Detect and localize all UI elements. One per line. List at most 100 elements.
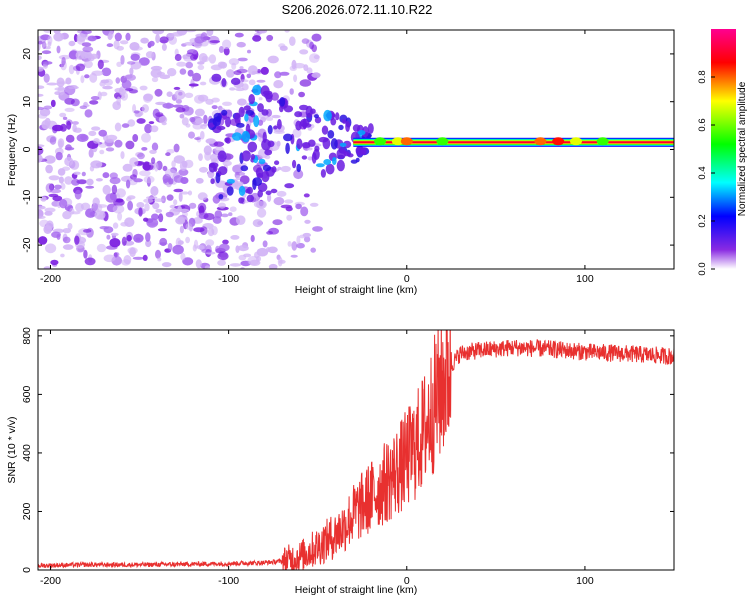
spectrogram-noise-mark bbox=[38, 236, 48, 245]
spectrogram-noise-mark bbox=[280, 165, 291, 173]
spectrogram-noise-mark bbox=[115, 188, 127, 198]
spectrogram-transition-mark bbox=[302, 118, 307, 130]
spectrogram-noise-mark bbox=[97, 59, 104, 70]
spectrogram-noise-mark bbox=[91, 126, 101, 131]
spectrogram-line-feature bbox=[374, 137, 387, 146]
spectrogram-noise-mark bbox=[165, 211, 174, 218]
spectrogram-noise-mark bbox=[106, 43, 114, 48]
colorbar-gradient bbox=[711, 29, 736, 269]
spectrogram-transition-mark bbox=[301, 142, 311, 149]
spectrogram-noise-mark bbox=[62, 116, 68, 120]
spectrogram-noise-mark bbox=[110, 232, 119, 237]
spectrogram-noise-mark bbox=[54, 87, 66, 91]
spectrogram-line-feature bbox=[391, 137, 404, 146]
spectrogram-noise-mark bbox=[95, 178, 103, 182]
spectrogram-noise-mark bbox=[180, 252, 186, 261]
spectrogram-noise-mark bbox=[176, 61, 187, 67]
spectrogram-noise-mark bbox=[111, 184, 118, 195]
spectrogram-noise-mark bbox=[205, 239, 215, 247]
spectrogram-noise-mark bbox=[295, 203, 302, 210]
spectrogram-transition-mark bbox=[252, 84, 262, 96]
spectrogram-transition-mark bbox=[360, 147, 367, 156]
spectrogram-noise-mark bbox=[309, 53, 320, 63]
spectrogram-noise-mark bbox=[311, 72, 321, 78]
spectrogram-noise-mark bbox=[132, 134, 139, 142]
spectrogram-noise-mark bbox=[155, 101, 167, 106]
spectrogram-noise-mark bbox=[83, 229, 92, 233]
spectrogram-noise-mark bbox=[121, 236, 127, 246]
spectrogram-noise-mark bbox=[188, 83, 199, 87]
spectrogram-noise-mark bbox=[139, 170, 151, 177]
spectrogram-noise-mark bbox=[140, 37, 149, 44]
spectrogram-noise-mark bbox=[193, 227, 205, 233]
spectrogram-noise-mark bbox=[81, 30, 92, 35]
spectrogram-transition-mark bbox=[257, 103, 264, 113]
spectrogram-noise-mark bbox=[125, 179, 131, 189]
spectrogram-noise-mark bbox=[159, 74, 171, 80]
spectrogram-transition-mark bbox=[216, 125, 226, 131]
spectrogram-noise-mark bbox=[137, 152, 145, 160]
spectrogram-noise-mark bbox=[133, 233, 144, 243]
spectrogram-noise-mark bbox=[143, 93, 153, 103]
spectrogram-noise-mark bbox=[112, 222, 119, 229]
spectrogram-transition-mark bbox=[332, 157, 337, 165]
spectrogram-noise-mark bbox=[82, 46, 94, 53]
spectrogram-noise-mark bbox=[298, 91, 305, 98]
spectrogram-noise-mark bbox=[162, 165, 168, 172]
spectrogram-noise-mark bbox=[260, 66, 269, 75]
spectrogram-noise-mark bbox=[229, 87, 236, 91]
spectrogram-noise-mark bbox=[299, 49, 309, 55]
snr-line bbox=[38, 330, 674, 570]
spectrogram-noise-mark bbox=[149, 149, 157, 154]
spectrogram-noise-mark bbox=[203, 213, 215, 221]
spectrogram-noise-mark bbox=[167, 68, 177, 77]
spectrogram-main-line bbox=[353, 141, 674, 144]
spectrogram-noise-mark bbox=[42, 61, 53, 65]
spectrogram-noise-mark bbox=[256, 79, 266, 83]
spectrogram-noise-mark bbox=[132, 256, 144, 260]
spectrogram-noise-mark bbox=[237, 98, 247, 106]
spectrogram-noise-mark bbox=[187, 69, 194, 77]
spectrogram-noise-mark bbox=[217, 259, 227, 266]
spectrogram-noise-mark bbox=[185, 61, 193, 69]
spectrogram-noise-mark bbox=[303, 236, 311, 243]
spectrogram-noise-mark bbox=[167, 243, 173, 251]
spectrogram-noise-mark bbox=[271, 114, 281, 119]
spectrogram-transition-mark bbox=[252, 177, 263, 187]
spectrogram-transition-mark bbox=[273, 125, 278, 130]
spectrogram-noise-mark bbox=[280, 204, 292, 209]
spectrogram-noise-mark bbox=[86, 178, 94, 186]
spectrogram-noise-mark bbox=[113, 252, 120, 257]
spectrogram-transition-mark bbox=[330, 138, 338, 150]
spectrogram-noise-mark bbox=[173, 86, 181, 90]
spectrogram-noise-mark bbox=[142, 254, 148, 261]
spectrogram-noise-mark bbox=[166, 194, 174, 201]
spectrogram-noise-mark bbox=[136, 202, 145, 209]
spectrogram-noise-mark bbox=[197, 61, 205, 65]
spectrogram-noise-mark bbox=[247, 65, 258, 75]
spectrogram-ylabel: Frequency (Hz) bbox=[6, 114, 18, 186]
spectrogram-transition-mark bbox=[241, 130, 251, 143]
spectrogram-noise-mark bbox=[178, 192, 183, 202]
spectrogram-transition-mark bbox=[245, 188, 251, 194]
spectrogram-transition-mark bbox=[217, 150, 227, 163]
spectrogram-noise-mark bbox=[102, 184, 111, 195]
spectrogram-transition-mark bbox=[327, 130, 335, 139]
spectrogram-y-tick-label: 10 bbox=[21, 96, 33, 108]
spectrogram-noise-mark bbox=[146, 196, 158, 200]
spectrogram-noise-mark bbox=[84, 74, 90, 79]
spectrogram-noise-mark bbox=[183, 41, 196, 46]
spectrogram-noise-mark bbox=[117, 212, 123, 221]
spectrogram-transition-mark bbox=[336, 148, 347, 159]
spectrogram-noise-mark bbox=[60, 182, 66, 190]
spectrogram-noise-mark bbox=[291, 59, 297, 70]
spectrogram-noise-mark bbox=[205, 138, 216, 144]
spectrogram-noise-mark bbox=[179, 225, 184, 234]
spectrogram-transition-mark bbox=[270, 188, 278, 194]
spectrogram-noise-mark bbox=[303, 64, 309, 71]
spectrogram-noise-mark bbox=[309, 202, 319, 207]
spectrogram-noise-mark bbox=[46, 82, 58, 86]
spectrogram-noise-mark bbox=[64, 176, 73, 185]
spectrogram-noise-mark bbox=[121, 123, 130, 128]
